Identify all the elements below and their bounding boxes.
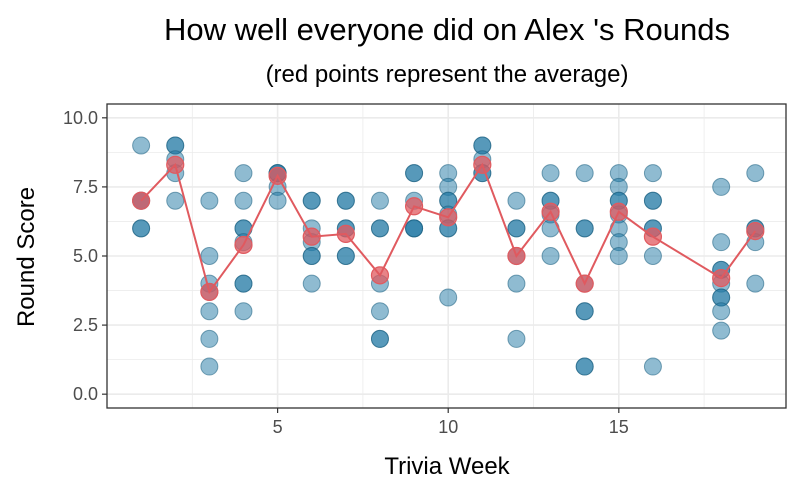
score-point [575, 357, 594, 376]
score-point [200, 329, 219, 348]
score-point [643, 164, 662, 183]
score-point [643, 357, 662, 376]
y-tick-label: 5.0 [73, 246, 98, 266]
x-axis: 5 10 15 [273, 408, 629, 437]
average-point [404, 197, 424, 216]
score-point [575, 164, 594, 183]
chart-subtitle: (red points represent the average) [266, 61, 629, 88]
score-point [370, 219, 389, 238]
x-tick-label: 5 [273, 417, 283, 437]
score-point [234, 191, 253, 210]
score-point [439, 288, 458, 307]
score-point [507, 191, 526, 210]
score-point [712, 233, 731, 252]
average-point [507, 246, 526, 266]
score-point [507, 274, 526, 293]
score-point [507, 329, 526, 348]
score-point [541, 247, 560, 265]
score-point [302, 247, 321, 265]
y-tick-label: 2.5 [73, 315, 98, 335]
score-point [132, 136, 151, 155]
score-point [575, 302, 594, 321]
score-point [370, 329, 389, 348]
average-point [746, 222, 765, 241]
score-point [609, 247, 628, 265]
average-point [712, 269, 731, 288]
score-point [336, 191, 355, 210]
score-point [200, 357, 219, 376]
score-point [234, 164, 253, 183]
y-tick-label: 0.0 [73, 384, 98, 404]
score-point [541, 164, 560, 183]
average-point [370, 266, 390, 285]
score-point [200, 191, 219, 210]
score-point [575, 219, 594, 238]
score-point [166, 191, 185, 210]
score-point [746, 274, 765, 293]
y-tick-label: 7.5 [73, 177, 98, 197]
score-point [507, 219, 526, 238]
y-axis-title: Round Score [13, 187, 40, 327]
average-point [302, 227, 321, 246]
score-point [200, 247, 219, 265]
score-point [132, 219, 151, 238]
score-point [643, 247, 662, 265]
score-point [746, 164, 765, 183]
average-point [200, 282, 219, 302]
score-point [405, 219, 424, 238]
average-point [473, 155, 492, 174]
average-point [336, 224, 355, 243]
score-point [302, 274, 321, 293]
average-point [609, 202, 628, 221]
average-point [643, 227, 663, 246]
average-point [541, 202, 560, 221]
y-axis: 0.0 2.5 5.0 7.5 10.0 [63, 108, 107, 404]
score-point [268, 191, 287, 210]
score-point [712, 321, 731, 340]
score-point [712, 177, 731, 196]
average-layer [132, 155, 765, 302]
score-point [234, 274, 253, 293]
x-axis-title: Trivia Week [384, 453, 510, 480]
score-point [336, 247, 355, 265]
score-point [370, 191, 389, 210]
average-point [439, 208, 458, 227]
plot-panel [106, 103, 787, 409]
average-point [132, 191, 151, 210]
x-tick-label: 15 [609, 417, 629, 437]
average-point [268, 166, 287, 185]
score-point [302, 191, 321, 210]
score-point [234, 302, 253, 321]
chart-title: How well everyone did on Alex 's Rounds [164, 12, 730, 47]
score-point [200, 302, 219, 321]
x-tick-label: 10 [438, 417, 458, 437]
average-point [166, 155, 185, 174]
score-point [712, 302, 731, 321]
average-point [234, 235, 253, 255]
y-tick-label: 10.0 [63, 108, 98, 128]
score-point [370, 302, 389, 321]
average-point [575, 274, 594, 293]
score-point [643, 191, 662, 210]
score-point [405, 164, 424, 183]
